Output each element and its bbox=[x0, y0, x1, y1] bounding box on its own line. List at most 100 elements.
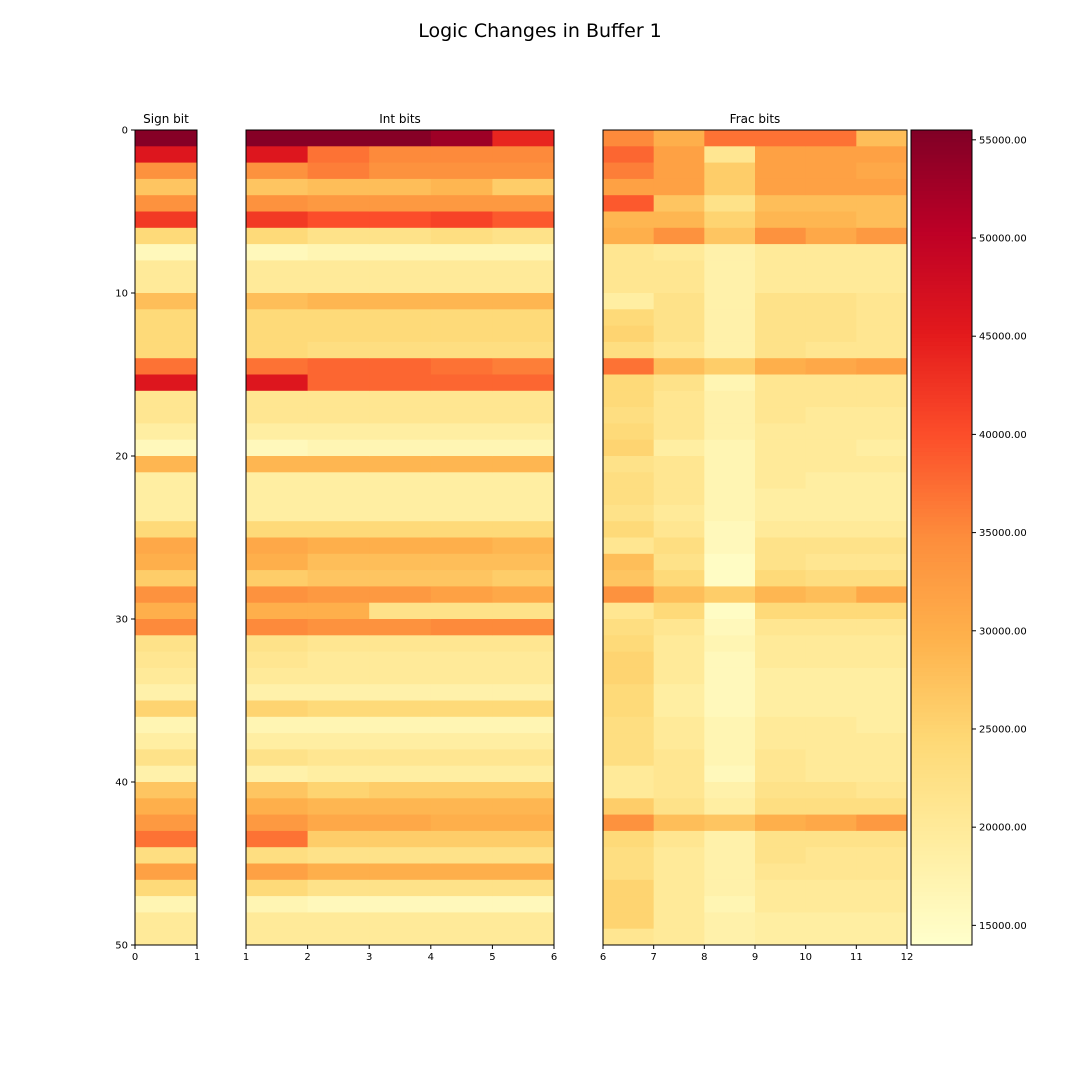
heatmap-cell bbox=[603, 814, 655, 832]
heatmap-cell bbox=[307, 830, 370, 848]
colorbar-segment bbox=[911, 574, 972, 579]
colorbar-segment bbox=[911, 521, 972, 526]
heatmap-cell bbox=[704, 586, 756, 604]
heatmap-cell bbox=[856, 227, 908, 245]
heatmap-cell bbox=[805, 472, 857, 489]
colorbar-segment bbox=[911, 154, 972, 160]
colorbar-segment bbox=[911, 329, 972, 335]
heatmap-cell bbox=[135, 912, 198, 930]
heatmap-cell bbox=[755, 847, 807, 864]
colorbar-segment bbox=[911, 839, 972, 844]
heatmap-cell bbox=[369, 504, 432, 522]
heatmap-cell bbox=[492, 276, 555, 294]
heatmap-cell bbox=[135, 390, 198, 408]
heatmap-cell bbox=[755, 782, 807, 799]
heatmap-cell bbox=[135, 521, 198, 538]
heatmap-cell bbox=[369, 749, 432, 767]
colorbar-segment bbox=[911, 908, 972, 913]
heatmap-cell bbox=[307, 847, 370, 864]
x-tick-label: 11 bbox=[850, 952, 863, 963]
colorbar-segment bbox=[911, 460, 972, 465]
heatmap-cell bbox=[653, 879, 705, 897]
heatmap-cell bbox=[307, 227, 370, 245]
colorbar-segment bbox=[911, 716, 972, 722]
colorbar-segment bbox=[911, 427, 972, 433]
heatmap-cell bbox=[755, 472, 807, 489]
heatmap-cell bbox=[805, 553, 857, 571]
colorbar-segment bbox=[911, 447, 972, 453]
colorbar-segment bbox=[911, 231, 972, 237]
heatmap-cell bbox=[307, 635, 370, 652]
heatmap-cell bbox=[369, 700, 432, 718]
heatmap-cell bbox=[246, 325, 308, 343]
heatmap-cell bbox=[492, 830, 555, 848]
heatmap-cell bbox=[492, 716, 555, 734]
heatmap-cell bbox=[492, 358, 555, 375]
heatmap-cell bbox=[430, 700, 493, 718]
heatmap-cell bbox=[653, 830, 705, 848]
heatmap-cell bbox=[246, 439, 308, 457]
colorbar-segment bbox=[911, 924, 972, 930]
heatmap-cell bbox=[246, 374, 308, 392]
colorbar-segment bbox=[911, 354, 972, 359]
heatmap-cell bbox=[805, 407, 857, 424]
heatmap-cell bbox=[135, 749, 198, 767]
heatmap-cell bbox=[704, 602, 756, 620]
heatmap-cell bbox=[755, 635, 807, 652]
colorbar-segment bbox=[911, 761, 972, 767]
heatmap-cell bbox=[246, 504, 308, 522]
heatmap-cell bbox=[246, 830, 308, 848]
colorbar-segment bbox=[911, 504, 972, 510]
heatmap-cell bbox=[430, 863, 493, 881]
heatmap-cell bbox=[704, 749, 756, 767]
heatmap-cell bbox=[135, 635, 198, 652]
heatmap-cell bbox=[856, 260, 908, 278]
heatmap-cell bbox=[755, 178, 807, 196]
colorbar-segment bbox=[911, 582, 972, 587]
heatmap-cell bbox=[856, 667, 908, 685]
colorbar-segment bbox=[911, 769, 972, 775]
colorbar-segment bbox=[911, 867, 972, 873]
heatmap-cell bbox=[805, 439, 857, 457]
heatmap-cell bbox=[805, 358, 857, 375]
colorbar-segment bbox=[911, 411, 972, 416]
heatmap-cell bbox=[805, 195, 857, 212]
colorbar-segment bbox=[911, 378, 972, 384]
heatmap-cell bbox=[369, 472, 432, 489]
heatmap-cell bbox=[805, 586, 857, 604]
heatmap-cell bbox=[805, 276, 857, 294]
heatmap-cell bbox=[603, 553, 655, 571]
colorbar-segment bbox=[911, 443, 972, 449]
colorbar-segment bbox=[911, 386, 972, 392]
colorbar-segment bbox=[911, 614, 972, 620]
heatmap-cell bbox=[603, 504, 655, 522]
heatmap-cell bbox=[653, 341, 705, 359]
heatmap-cell bbox=[856, 358, 908, 375]
heatmap-cell bbox=[704, 504, 756, 522]
heatmap-cell bbox=[805, 684, 857, 701]
heatmap-cell bbox=[307, 912, 370, 930]
heatmap-cell bbox=[603, 570, 655, 587]
heatmap-cell bbox=[135, 472, 198, 489]
heatmap-cell bbox=[805, 733, 857, 750]
heatmap-cell bbox=[135, 146, 198, 163]
heatmap-cell bbox=[369, 407, 432, 424]
heatmap-cell bbox=[492, 423, 555, 441]
colorbar-segment bbox=[911, 276, 972, 282]
heatmap-cell bbox=[307, 130, 370, 147]
heatmap-cell bbox=[603, 374, 655, 392]
heatmap-cell bbox=[492, 488, 555, 506]
colorbar-tick-label: 35000.00 bbox=[979, 528, 1027, 539]
heatmap-cell bbox=[307, 146, 370, 163]
heatmap-cell bbox=[307, 244, 370, 261]
heatmap-cell bbox=[653, 472, 705, 489]
heatmap-cell bbox=[805, 667, 857, 685]
colorbar-segment bbox=[911, 240, 972, 245]
colorbar-segment bbox=[911, 814, 972, 820]
heatmap-cell bbox=[805, 504, 857, 522]
heatmap-cell bbox=[653, 570, 705, 587]
colorbar-segment bbox=[911, 390, 972, 396]
colorbar-segment bbox=[911, 859, 972, 865]
panel-frame bbox=[134, 129, 198, 946]
heatmap-cell bbox=[246, 619, 308, 636]
